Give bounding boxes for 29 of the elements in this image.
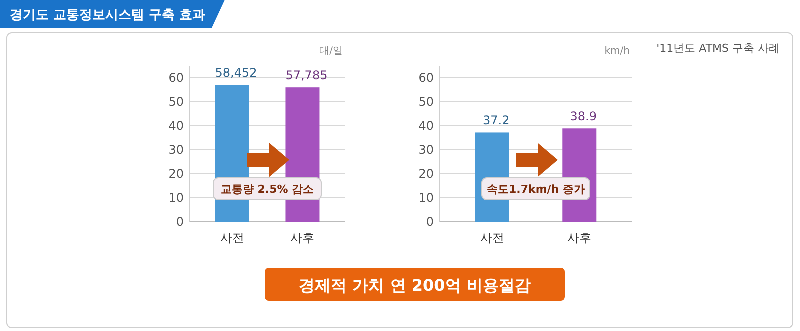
y-tick-label: 40: [418, 119, 434, 133]
annotation: 57,785: [286, 68, 328, 83]
x-tick-label: 사전: [220, 231, 244, 245]
y-tick-label: 60: [168, 71, 184, 85]
y-tick-label: 20: [418, 167, 434, 181]
y-tick-label: 10: [168, 191, 184, 205]
y-tick-label: 30: [168, 143, 184, 157]
annotation: 58,452: [215, 66, 258, 80]
text: '11년도 ATMS 구축 사례: [656, 42, 780, 55]
y-tick-label: 30: [418, 143, 434, 157]
y-tick-label: 60: [418, 71, 434, 85]
x-tick-label: 사후: [568, 231, 592, 245]
y-tick-label: 20: [168, 167, 184, 181]
data-label: 38.9: [570, 110, 597, 124]
y-tick-label: 40: [168, 119, 184, 133]
data-label: 37.2: [483, 114, 510, 128]
y-axis-title: km/h: [604, 46, 630, 57]
y-tick-label: 0: [426, 215, 434, 229]
chart-title: 경기도 교통정보시스템 구축 효과: [10, 8, 206, 23]
y-tick-label: 50: [168, 95, 184, 109]
x-tick-label: 사후: [290, 231, 315, 245]
y-tick-label: 50: [418, 95, 434, 109]
y-axis-title: 대/일: [320, 46, 343, 57]
text: 경제적 가치 연 200억 비용절감: [299, 276, 531, 295]
x-tick-label: 사전: [480, 231, 504, 245]
y-tick-label: 0: [176, 215, 184, 229]
annotation: 속도1.7km/h 증가: [487, 183, 585, 196]
y-tick-label: 10: [418, 191, 434, 205]
annotation: 교통량 2.5% 감소: [220, 183, 314, 196]
